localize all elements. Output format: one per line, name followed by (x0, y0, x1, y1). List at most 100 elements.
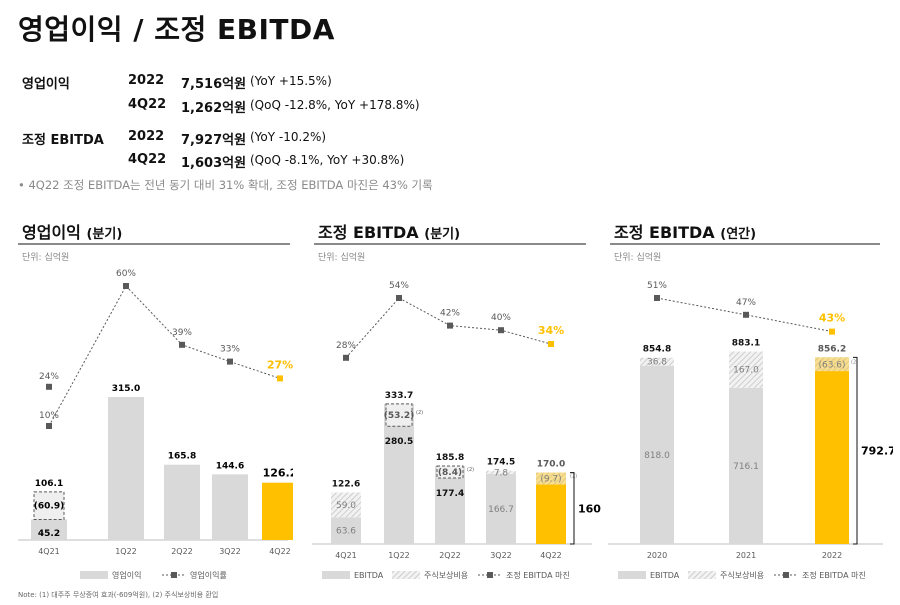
chart-ebitda-y-stock-label: 167.0 (733, 366, 759, 376)
legend-swatch-marker (171, 572, 177, 578)
chart-op-margin-marker (123, 283, 129, 289)
legend-swatch-hatch (688, 571, 716, 579)
chart-op-bar-label: 165.8 (168, 452, 196, 462)
summary-op-value-2: 1,262억원 (181, 101, 247, 116)
chart-ebitda-q-bar-base (331, 517, 361, 544)
summary-op-period-2: 4Q22 (128, 97, 167, 112)
chart-ebitda-q-margin-marker (447, 322, 453, 329)
legend-label: 영업이익률 (190, 570, 227, 580)
legend-label: EBITDA (354, 571, 384, 580)
chart-op-margin-label: 10% (39, 411, 59, 421)
chart-ebitda-q-base-label: 280.5 (385, 437, 413, 447)
chart-ebitda-y-margin-label: 47% (736, 298, 756, 308)
chart-op-bar (164, 464, 200, 540)
chart-ebitda-y-margin-marker (743, 311, 749, 318)
chart-op-category-label: 4Q21 (38, 547, 60, 556)
unit-label-ebitda-y: 단위: 십억원 (614, 253, 662, 263)
chart-op-bar-label: 315.0 (112, 384, 140, 394)
section-title-ebitda-q: 조정 EBITDA (분기) (318, 219, 460, 243)
chart-ebitda-q-stock-note: (2) (416, 410, 423, 416)
chart-op-category-label: 4Q22 (269, 547, 291, 556)
chart-ebitda-q-margin-label: 42% (440, 309, 460, 319)
legend-label: 주식보상비용 (720, 570, 764, 580)
chart-ebitda-y-bar-stock (729, 351, 763, 388)
chart-ebitda-q-total-label: 333.7 (385, 391, 413, 401)
chart-op-bar (31, 519, 67, 540)
legend-label: 조정 EBITDA 마진 (802, 570, 866, 580)
chart-ebitda-y-bar-base (640, 365, 674, 544)
chart-ebitda-q-base-label: 166.7 (488, 505, 514, 515)
chart-ebitda-y-margin-marker (654, 295, 660, 301)
chart-ebitda-y-base-label: 818.0 (644, 451, 670, 461)
section-divider-ebitda-q (314, 243, 586, 245)
chart-op-bar-label: 126.2 (263, 467, 293, 480)
chart-ebitda-y-category-label: 2021 (736, 551, 756, 560)
chart-ebitda-q-category-label: 3Q22 (490, 551, 512, 560)
section-title-op-suffix: (분기) (86, 227, 123, 242)
chart-ebitda-q-base-label: 63.6 (336, 527, 356, 537)
chart-ebitda-y-stock-note: (2) (851, 359, 858, 365)
chart-op-bar (212, 474, 248, 540)
chart-ebitda-y-total-label: 883.1 (732, 338, 760, 348)
legend-swatch-marker (487, 572, 493, 578)
legend-label: 영업이익 (112, 570, 141, 580)
chart-ebitda-q-bar-stock (536, 472, 566, 485)
chart-op-margin-label: 33% (220, 345, 240, 355)
unit-label-ebitda-q: 단위: 십억원 (318, 253, 366, 263)
section-title-op-main: 영업이익 (22, 223, 81, 242)
section-title-ebitda-y-suffix: (연간) (720, 227, 757, 242)
chart-ebitda-q-bracket (570, 472, 575, 545)
chart-ebitda-y-bracket-label: 792.7 (861, 445, 893, 458)
chart-ebitda-y-margin-marker (829, 328, 835, 335)
chart-op-margin-marker (227, 358, 233, 365)
chart-ebitda-q-bar-base (486, 473, 516, 544)
summary-bullet: • 4Q22 조정 EBITDA는 전년 동기 대비 31% 확대, 조정 EB… (18, 178, 433, 192)
chart-ebitda-y-bar-stock (815, 357, 849, 372)
legend-label: EBITDA (650, 571, 680, 580)
chart-ebitda-q-total-label: 185.8 (436, 453, 464, 463)
chart-ebitda-y-bar-stock (640, 357, 674, 366)
section-title-ebitda-q-suffix: (분기) (424, 227, 461, 242)
chart-ebitda-q-stock-label: (53.2) (384, 411, 414, 421)
page-title: 영업이익 / 조정 EBITDA (18, 13, 335, 46)
legend-swatch-bar (618, 571, 646, 579)
chart-ebitda-y-stock-label: (63.6) (818, 360, 845, 370)
summary-ebitda-detail-1: (YoY -10.2%) (250, 130, 327, 144)
chart-op-margin-line (48, 285, 281, 427)
chart-ebitda-q-margin-marker (498, 327, 504, 334)
chart-ebitda-q-margin-marker (343, 354, 349, 361)
chart-op-bar (262, 482, 293, 540)
chart-ebitda-y-margin-line (656, 297, 833, 333)
section-title-ebitda-y: 조정 EBITDA (연간) (614, 219, 756, 243)
chart-ebitda-q-stock-label: 7.8 (494, 468, 509, 478)
chart-ebitda-q-stock-box (436, 465, 464, 479)
chart-ebitda-y-stock-label: 36.8 (647, 358, 667, 368)
section-title-ebitda-q-main: 조정 EBITDA (318, 223, 419, 242)
summary-ebitda-label: 조정 EBITDA (22, 133, 104, 148)
legend-swatch-marker (783, 572, 789, 578)
chart-ebitda-q-total-label: 174.5 (487, 458, 515, 468)
chart-op-adjustment-box (33, 491, 65, 520)
summary-op-detail-2: (QoQ -12.8%, YoY +178.8%) (250, 98, 420, 112)
chart-ebitda-q-bar-base (435, 465, 465, 544)
summary-op-label: 영업이익 (22, 77, 70, 92)
chart-op-margin-label: 27% (267, 358, 293, 371)
chart-ebitda-q-stock-label: 59.0 (336, 501, 356, 511)
chart-ebitda-y-bar-base (729, 387, 763, 544)
summary-ebitda-detail-2: (QoQ -8.1%, YoY +30.8%) (250, 153, 405, 167)
section-divider-op (18, 243, 290, 245)
chart-op-margin-marker (277, 375, 283, 382)
footnote: Note: (1) 대주주 무상증여 효과(-609억원), (2) 주식보상비… (18, 591, 219, 599)
chart-ebitda-q-category-label: 2Q22 (439, 551, 461, 560)
chart-ebitda-y-total-label: 856.2 (818, 344, 846, 354)
unit-label-op: 단위: 십억원 (22, 253, 70, 263)
chart-op-bar (108, 396, 144, 540)
chart-op-category-label: 3Q22 (219, 547, 241, 556)
chart-ebitda-y-margin-label: 51% (647, 281, 667, 291)
chart-op-margin-label: 60% (116, 269, 136, 279)
chart-ebitda-annual: 51% 47% 43% 36.8 818.0 854.8 167.0 716.1 883.1 (6… (608, 281, 893, 580)
chart-op-margin-label: 39% (172, 328, 192, 338)
chart-ebitda-q-stock-box (385, 403, 413, 427)
chart-op-bar-label: 45.2 (38, 529, 60, 539)
